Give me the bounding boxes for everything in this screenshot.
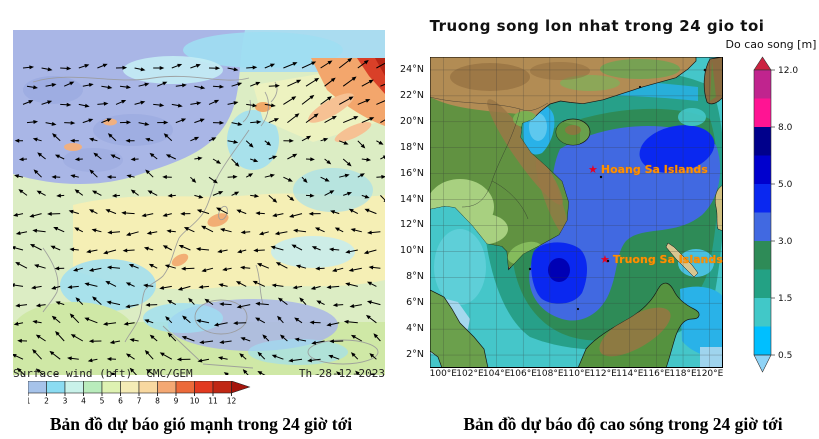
wind-colorbar-tick: 11 xyxy=(208,397,218,406)
wind-colorbar-tick: 9 xyxy=(174,397,179,406)
wave-x-axis-label: 110°E xyxy=(562,369,591,379)
wind-model-label: CMC/GEM xyxy=(146,367,193,380)
wave-x-axis-label: 108°E xyxy=(536,369,564,379)
wind-colorbar-tick: 8 xyxy=(155,397,160,406)
wave-x-axis-label: 116°E xyxy=(642,369,671,379)
wave-y-axis-label: 20°N xyxy=(400,115,424,127)
wind-legend-label: Surface wind (bft) xyxy=(13,367,133,380)
island-label-hoang-sa: ★ Hoang Sa Islands xyxy=(588,163,708,176)
wind-colorbar: 123456789101112 xyxy=(26,380,260,409)
star-marker-icon: ★ xyxy=(588,163,598,176)
wave-colorbar-tick: 12.0 xyxy=(778,66,798,76)
wind-colorbar-tick: 5 xyxy=(100,397,105,406)
wave-x-axis-label: 112°E xyxy=(589,369,617,379)
wave-y-axis-label: 18°N xyxy=(400,141,424,153)
wave-colorbar-tick: 0.5 xyxy=(778,351,792,361)
wave-x-axis-label: 102°E xyxy=(456,369,484,379)
wave-map-image xyxy=(429,56,725,369)
wave-y-axis-label: 24°N xyxy=(400,63,424,75)
wind-colorbar-tick: 10 xyxy=(190,397,200,406)
wave-y-axis-label: 4°N xyxy=(406,323,424,335)
wave-x-axis-label: 120°E xyxy=(695,369,724,379)
wind-date-label: Th 28-12-2023 xyxy=(298,367,385,380)
wind-colorbar-tick: 12 xyxy=(227,397,237,406)
wind-colorbar-tick: 6 xyxy=(118,397,123,406)
wave-x-axis-label: 106°E xyxy=(509,369,537,379)
wave-colorbar-tick: 5.0 xyxy=(778,180,793,190)
wind-colorbar-tick: 4 xyxy=(81,397,86,406)
wind-colorbar-tick: 3 xyxy=(63,397,68,406)
island-label-truong-sa: ★ Truong Sa Islands xyxy=(600,253,723,266)
wave-y-axis-label: 10°N xyxy=(400,245,424,257)
wind-map-image xyxy=(10,30,396,381)
wave-y-axis-label: 2°N xyxy=(406,349,424,361)
wave-map-title: Truong song lon nhat trong 24 gio toi xyxy=(429,17,765,36)
wave-map-caption: Bản đồ dự báo độ cao sóng trong 24 giờ t… xyxy=(463,413,783,434)
wave-colorbar-tick: 1.5 xyxy=(778,294,792,304)
wave-y-axis-label: 14°N xyxy=(400,193,424,205)
wave-colorbar-tick: 8.0 xyxy=(778,123,793,133)
wave-y-axis-label: 8°N xyxy=(406,271,424,283)
wave-colorbar: 12.0 8.0 5.0 3.0 1.5 0.5 xyxy=(745,54,819,388)
wind-map xyxy=(10,30,396,381)
star-marker-icon: ★ xyxy=(600,253,610,266)
coastlines xyxy=(32,75,379,369)
wind-map-caption: Bản đồ dự báo gió mạnh trong 24 giờ tới xyxy=(49,413,353,434)
wave-x-axis-label: 114°E xyxy=(616,369,644,379)
wave-x-axis-label: 104°E xyxy=(482,369,511,379)
wave-x-axis-label: 118°E xyxy=(669,369,697,379)
wind-colorbar-tick: 7 xyxy=(137,397,142,406)
wave-y-axis-label: 12°N xyxy=(400,219,424,231)
wind-colorbar-tick: 1 xyxy=(28,397,31,406)
wind-legend: Surface wind (bft) CMC/GEM Th 28-12-2023 xyxy=(13,367,385,380)
graticule xyxy=(430,57,723,368)
wave-y-axis-label: 16°N xyxy=(400,167,424,179)
wave-y-axis-label: 6°N xyxy=(406,297,424,309)
wave-map: ★ Hoang Sa Islands ★ Truong Sa Islands xyxy=(429,56,725,369)
wind-colorbar-tick: 2 xyxy=(44,397,49,406)
wave-y-axis-label: 22°N xyxy=(400,89,424,101)
wave-colorbar-tick: 3.0 xyxy=(778,237,793,247)
wave-colorbar-title: Do cao song [m] xyxy=(725,38,817,51)
wave-x-axis-label: 100°E xyxy=(429,369,457,379)
